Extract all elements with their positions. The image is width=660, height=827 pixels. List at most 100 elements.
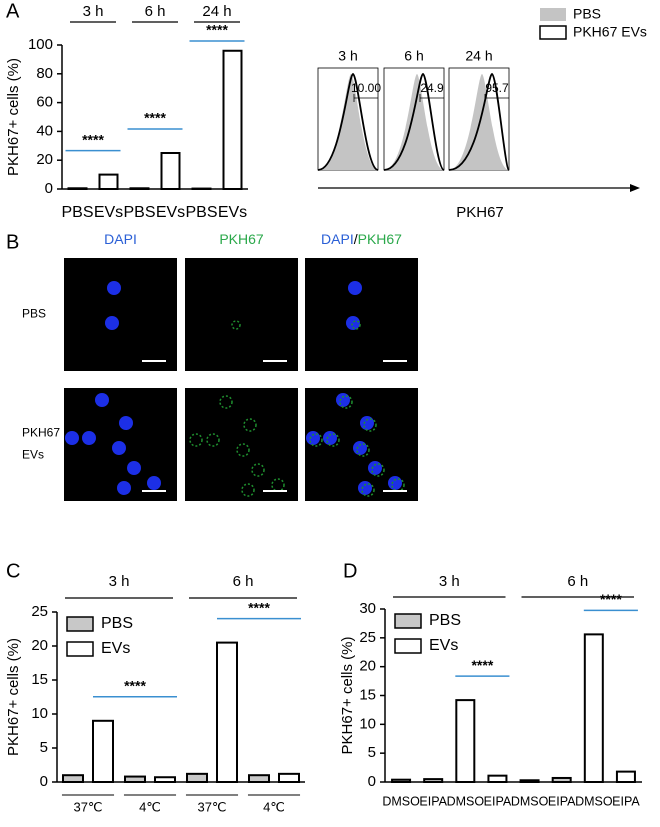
column-label: DAPI: [104, 231, 137, 247]
bar: [62, 774, 84, 784]
x-tick-label: PBS: [185, 204, 217, 221]
bar: [186, 772, 208, 784]
bar: [615, 770, 636, 783]
x-tick-label: 4℃: [263, 799, 285, 814]
significance-label: ****: [82, 131, 104, 147]
legend-swatch: [540, 8, 566, 21]
x-tick-label: EIPA: [484, 794, 512, 808]
vesicle: [326, 433, 340, 447]
x-tick-label: 37℃: [197, 799, 226, 814]
legend-label: EVs: [101, 640, 130, 657]
vesicle: [251, 463, 265, 477]
nucleus: [95, 393, 109, 407]
legend-swatch: [394, 638, 422, 654]
vesicle: [309, 433, 323, 447]
flow-ev-peak: [448, 73, 510, 171]
x-tick-label: 37℃: [73, 799, 102, 814]
x-tick-label: DMSO: [511, 794, 549, 808]
x-tick-label: EIPA: [612, 794, 640, 808]
flow-title: 6 h: [404, 48, 423, 64]
nucleus: [147, 476, 161, 490]
bar: [129, 187, 150, 190]
legend-swatch: [66, 616, 94, 632]
bar: [216, 641, 238, 783]
group-label: 6 h: [145, 3, 166, 20]
x-tick-label: DMSO: [447, 794, 485, 808]
column-label: PKH67: [219, 231, 264, 247]
legend-swatch: [394, 613, 422, 629]
bar: [98, 173, 119, 191]
y-tick-label: 80: [36, 65, 53, 82]
nucleus: [65, 431, 79, 445]
nucleus: [82, 431, 96, 445]
y-tick-label: 20: [31, 637, 48, 654]
x-tick-label: EVs: [218, 204, 247, 221]
flow-ev-peak: [317, 73, 379, 171]
vesicle: [361, 483, 375, 497]
y-tick-label: 25: [31, 603, 48, 620]
y-tick-label: 15: [359, 686, 376, 703]
micrograph: [64, 258, 177, 371]
bar: [455, 699, 476, 784]
bar: [583, 633, 604, 784]
nucleus: [358, 481, 372, 495]
legend-label: EVs: [429, 637, 458, 654]
vesicle: [189, 433, 203, 447]
flow-title: 24 h: [465, 48, 492, 64]
y-tick-label: 20: [36, 151, 53, 168]
bar: [248, 774, 270, 784]
bar: [423, 778, 444, 783]
y-axis-label: PKH67+ cells (%): [5, 638, 22, 756]
legend-label: PBS: [101, 615, 133, 632]
column-label-part: /: [354, 231, 358, 247]
flow-pbs-peak: [318, 74, 378, 170]
x-tick-label: EIPA: [419, 794, 447, 808]
row-label: PBS: [22, 307, 46, 321]
row-label: EVs: [22, 448, 44, 462]
bar: [551, 776, 572, 783]
significance-label: ****: [248, 599, 270, 615]
y-tick-label: 40: [36, 122, 53, 139]
legend-swatch: [66, 641, 94, 657]
group-label: 3 h: [83, 3, 104, 20]
flow-x-label: PKH67: [456, 204, 504, 221]
nucleus: [336, 393, 350, 407]
vesicle: [206, 433, 220, 447]
nucleus: [306, 431, 320, 445]
bar: [519, 779, 540, 784]
vesicle: [241, 483, 255, 497]
x-tick-label: PBS: [61, 204, 93, 221]
nucleus: [107, 281, 121, 295]
flow-gate-label: 10.00: [351, 81, 381, 95]
bar: [222, 49, 243, 191]
flow-ev-peak: [383, 73, 445, 171]
y-axis-label: PKH67+ cells (%): [339, 637, 356, 755]
vesicle: [231, 320, 241, 330]
bar: [154, 776, 176, 783]
significance-label: ****: [144, 110, 166, 126]
y-tick-label: 15: [31, 671, 48, 688]
vesicle: [356, 443, 370, 457]
flow-title: 3 h: [338, 48, 357, 64]
nucleus: [323, 431, 337, 445]
row-label: PKH67: [22, 426, 60, 440]
column-label-part: DAPI: [321, 231, 354, 247]
nucleus: [368, 461, 382, 475]
flow-gate-label: 24.9: [420, 81, 444, 95]
x-tick-label: EVs: [94, 204, 123, 221]
y-tick-label: 100: [28, 36, 53, 53]
column-label-part: PKH67: [219, 231, 264, 247]
y-tick-label: 20: [359, 658, 376, 675]
y-axis-label: PKH67+ cells (%): [5, 58, 22, 176]
vesicle: [339, 395, 353, 409]
group-label: 6 h: [567, 573, 588, 590]
nucleus: [119, 416, 133, 430]
vesicle: [351, 320, 361, 330]
significance-label: ****: [206, 22, 228, 38]
significance-label: ****: [471, 657, 493, 673]
column-label: DAPI/PKH67: [321, 231, 402, 247]
vesicle: [219, 395, 233, 409]
panel-letter: D: [343, 560, 357, 582]
y-tick-label: 30: [359, 600, 376, 617]
y-tick-label: 25: [359, 629, 376, 646]
